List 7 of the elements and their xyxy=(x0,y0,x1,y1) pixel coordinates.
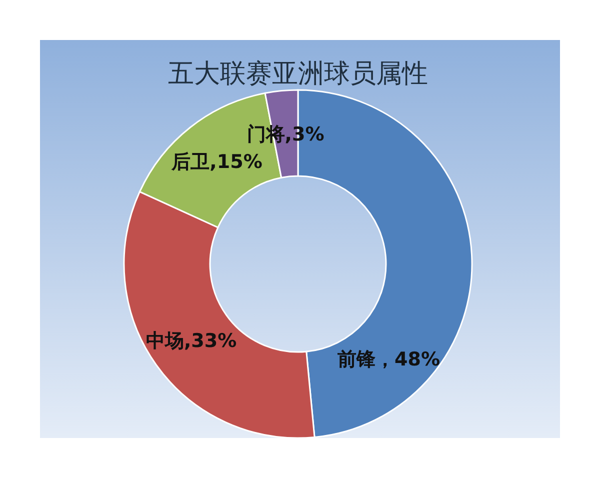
slice-label: 后卫 xyxy=(170,151,210,174)
data-label: ,15% xyxy=(210,151,262,174)
chart-title: 五大联赛亚洲球员属性 xyxy=(168,59,428,89)
slice-label: 中场 xyxy=(146,330,184,352)
data-label: ,33% xyxy=(184,330,237,352)
slice-label: 前锋 xyxy=(336,348,376,370)
data-label: ，48% xyxy=(376,348,440,370)
